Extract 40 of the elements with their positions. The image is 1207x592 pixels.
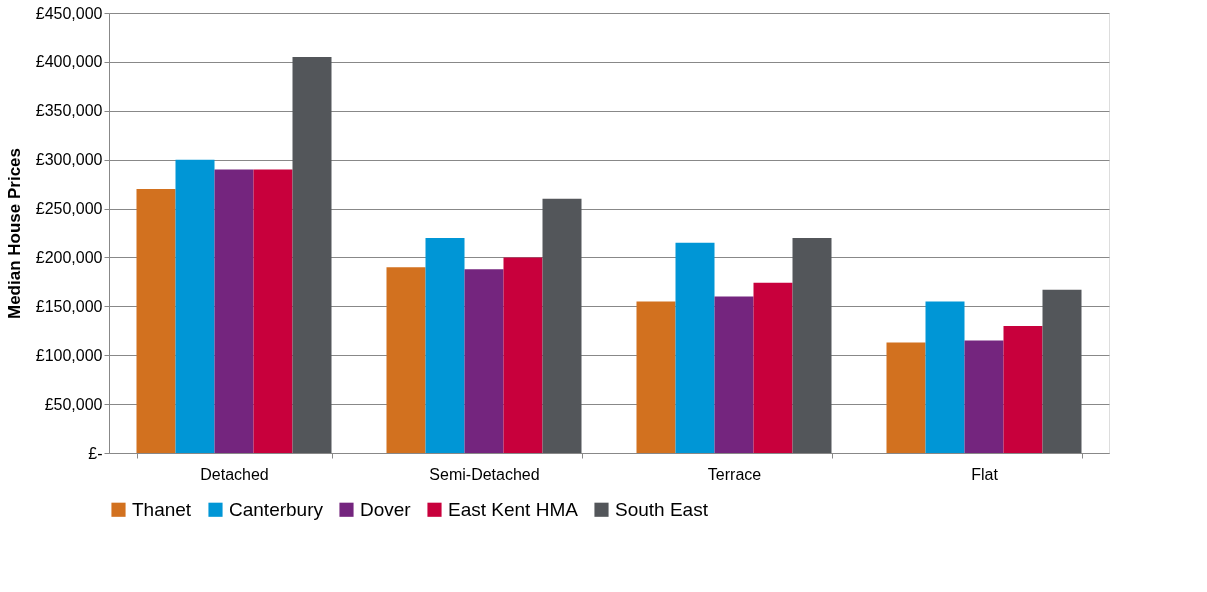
bar bbox=[503, 257, 543, 453]
bar bbox=[292, 57, 332, 453]
bar bbox=[753, 282, 793, 453]
bar bbox=[636, 301, 676, 453]
bar bbox=[542, 198, 582, 453]
bar bbox=[675, 242, 715, 453]
y-tick-label: £50,000 bbox=[44, 395, 103, 413]
y-tick-label: £300,000 bbox=[35, 151, 103, 169]
bar bbox=[886, 342, 926, 453]
bar bbox=[964, 340, 1004, 453]
x-tick-label: Flat bbox=[971, 465, 999, 483]
bar bbox=[925, 301, 965, 453]
bar bbox=[175, 159, 215, 453]
x-tick-label: Detached bbox=[200, 465, 269, 483]
y-tick-label: £200,000 bbox=[35, 248, 103, 266]
y-tick-label: £450,000 bbox=[35, 4, 103, 22]
x-tick-label: Semi-Detached bbox=[429, 465, 540, 483]
bar bbox=[1003, 325, 1043, 453]
y-tick-label: £100,000 bbox=[35, 346, 103, 364]
legend-label: Thanet bbox=[132, 498, 192, 520]
bar bbox=[386, 267, 426, 453]
bar bbox=[136, 189, 176, 453]
y-axis-title: Median House Prices bbox=[4, 147, 24, 320]
bar bbox=[464, 269, 504, 453]
legend-label: South East bbox=[615, 498, 709, 520]
x-tick-label: Terrace bbox=[707, 465, 762, 483]
y-tick-label: £400,000 bbox=[35, 53, 103, 71]
legend-label: Dover bbox=[360, 498, 412, 520]
y-tick-label: £250,000 bbox=[35, 200, 103, 218]
bar bbox=[425, 237, 465, 453]
legend-label: Canterbury bbox=[229, 498, 324, 520]
legend-label: East Kent HMA bbox=[448, 498, 579, 520]
bar bbox=[792, 237, 832, 453]
y-tick-label: £150,000 bbox=[35, 297, 103, 315]
y-tick-label: £- bbox=[88, 444, 103, 462]
bar bbox=[714, 296, 754, 453]
bar bbox=[214, 169, 254, 453]
bar bbox=[253, 169, 293, 453]
y-tick-label: £350,000 bbox=[35, 102, 103, 120]
bar bbox=[1042, 289, 1082, 453]
